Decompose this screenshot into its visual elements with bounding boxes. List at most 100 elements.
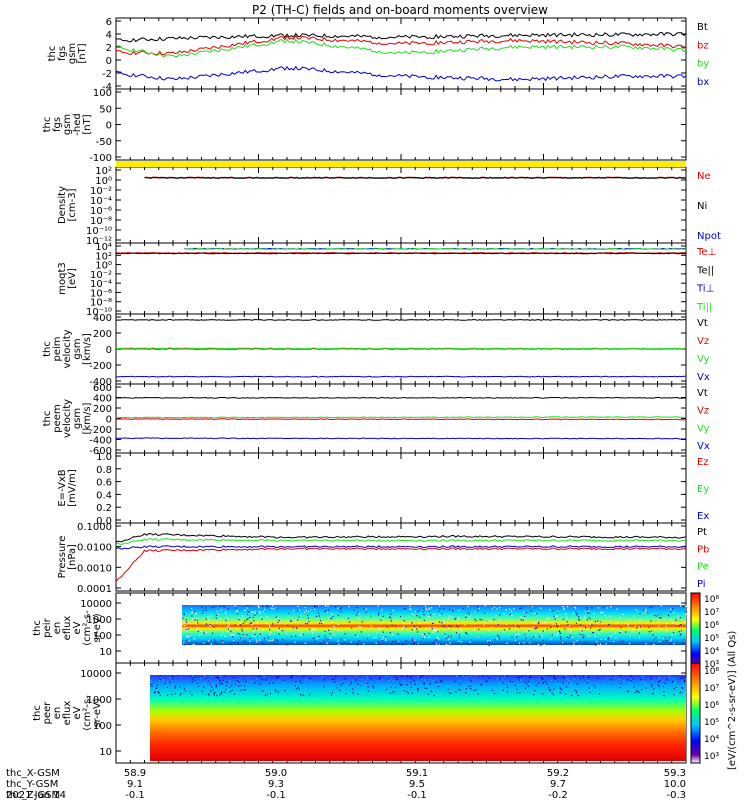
- spectrogram-pixel: [280, 690, 282, 692]
- spectrogram-pixel: [550, 679, 552, 681]
- y-tick-label: 1000: [87, 615, 112, 626]
- spectrogram-pixel: [287, 688, 289, 690]
- y-tick-label: -600: [89, 446, 112, 457]
- spectrogram-pixel: [486, 680, 488, 682]
- legend-entry: Vz: [697, 406, 709, 417]
- spectrogram-pixel: [219, 605, 221, 607]
- spectrogram-pixel: [189, 691, 191, 693]
- spectrogram-pixel: [309, 628, 311, 630]
- spectrogram-pixel: [671, 634, 673, 636]
- spectrogram-pixel: [602, 686, 604, 688]
- spectrogram-pixel: [529, 676, 531, 678]
- spectrogram-pixel: [378, 628, 380, 630]
- spectrogram-pixel: [665, 631, 667, 633]
- spectrogram-pixel: [422, 637, 424, 639]
- spectrogram-pixel: [419, 692, 421, 694]
- spectrogram-pixel: [442, 626, 444, 628]
- spectrogram-pixel: [262, 690, 264, 692]
- spectrogram-pixel: [505, 689, 507, 691]
- spectrogram-pixel: [514, 684, 516, 687]
- spectrogram-pixel: [474, 618, 476, 620]
- spectrogram-pixel: [413, 625, 416, 627]
- spectrogram-pixel: [390, 620, 392, 622]
- spectrogram-pixel: [293, 686, 295, 688]
- spectrogram-pixel: [395, 687, 398, 689]
- spectrogram-pixel: [207, 679, 209, 681]
- legend-entry: Ne: [697, 171, 711, 182]
- y-tick-label: 0.1000: [77, 522, 112, 533]
- spectrogram-pixel: [294, 620, 296, 622]
- spectrogram-pixel: [212, 632, 214, 634]
- spectrogram-pixel: [200, 689, 202, 691]
- y-tick-label: 4: [106, 30, 112, 41]
- spectrogram-pixel: [258, 606, 260, 608]
- spectrogram-pixel: [203, 642, 205, 644]
- spectrogram-pixel: [475, 689, 477, 691]
- spectrogram-pixel: [389, 687, 391, 689]
- spectrogram-pixel: [326, 611, 328, 613]
- spectrogram-pixel: [658, 678, 660, 680]
- spectrogram-pixel: [610, 679, 612, 681]
- spectrogram-pixel: [485, 681, 487, 683]
- spectrogram-pixel: [223, 675, 225, 677]
- spectrogram-pixel: [648, 631, 650, 633]
- spectrogram-pixel: [552, 694, 555, 696]
- spectrogram-pixel: [254, 612, 256, 614]
- spectrogram-pixel: [523, 611, 525, 613]
- spectrogram-pixel: [229, 628, 231, 630]
- spectrogram-pixel: [320, 694, 322, 696]
- spectrogram-pixel: [208, 619, 210, 621]
- spectrogram-pixel: [361, 621, 363, 623]
- spectrogram-pixel: [171, 693, 173, 696]
- spectrogram-pixel: [453, 629, 455, 631]
- spectrogram-pixel: [262, 605, 264, 607]
- spectrogram-pixel: [429, 678, 431, 680]
- spectrogram-pixel: [160, 676, 162, 678]
- spectrogram-pixel: [617, 678, 620, 680]
- spectrogram-pixel: [449, 642, 451, 644]
- spectrogram-pixel: [416, 688, 419, 690]
- spectrogram-pixel: [269, 633, 271, 635]
- y-tick-label: 10⁻⁸: [90, 216, 112, 227]
- spectrogram-pixel: [413, 614, 415, 616]
- spectrogram-pixel: [411, 613, 413, 615]
- spectrogram-pixel: [586, 607, 588, 609]
- spectrogram-pixel: [616, 608, 618, 610]
- spectrogram-pixel: [679, 617, 681, 619]
- spectrogram-pixel: [498, 677, 500, 680]
- spectrogram-pixel: [599, 628, 601, 630]
- spectrogram-pixel: [643, 681, 645, 683]
- spectrogram-pixel: [276, 607, 278, 609]
- spectrogram-pixel: [488, 677, 490, 679]
- spectrogram-pixel: [480, 684, 483, 686]
- spectrogram-pixel: [305, 622, 307, 624]
- spectrogram-pixel: [166, 686, 168, 688]
- spectrogram-pixel: [393, 679, 395, 681]
- spectrogram-pixel: [256, 612, 258, 614]
- y-tick-label: 10⁻¹⁰: [86, 307, 112, 318]
- spectrogram-pixel: [657, 684, 659, 686]
- spectrogram-pixel: [419, 686, 421, 688]
- spectrogram-pixel: [445, 637, 447, 639]
- spectrogram-pixel: [641, 689, 643, 691]
- spectrogram-pixel: [525, 687, 527, 689]
- spectrogram-pixel: [542, 630, 544, 632]
- spectrogram-pixel: [524, 615, 526, 618]
- spectrogram-pixel: [219, 618, 221, 620]
- spectrogram-pixel: [547, 617, 549, 619]
- spectrogram-pixel: [266, 605, 268, 607]
- spectrogram-pixel: [471, 639, 473, 641]
- spectrogram-pixel: [549, 609, 551, 611]
- spectrogram-pixel: [471, 675, 473, 677]
- legend-entry: Ni: [697, 201, 707, 212]
- spectrogram-pixel: [598, 693, 600, 695]
- spectrogram-pixel: [365, 608, 367, 610]
- spectrogram-pixel: [612, 692, 614, 694]
- spectrogram-pixel: [250, 611, 253, 613]
- spectrogram-pixel: [673, 688, 675, 690]
- spectrogram-pixel: [416, 628, 418, 630]
- spectrogram-pixel: [666, 687, 669, 689]
- spectrogram-pixel: [201, 691, 203, 693]
- spectrogram-pixel: [638, 626, 640, 628]
